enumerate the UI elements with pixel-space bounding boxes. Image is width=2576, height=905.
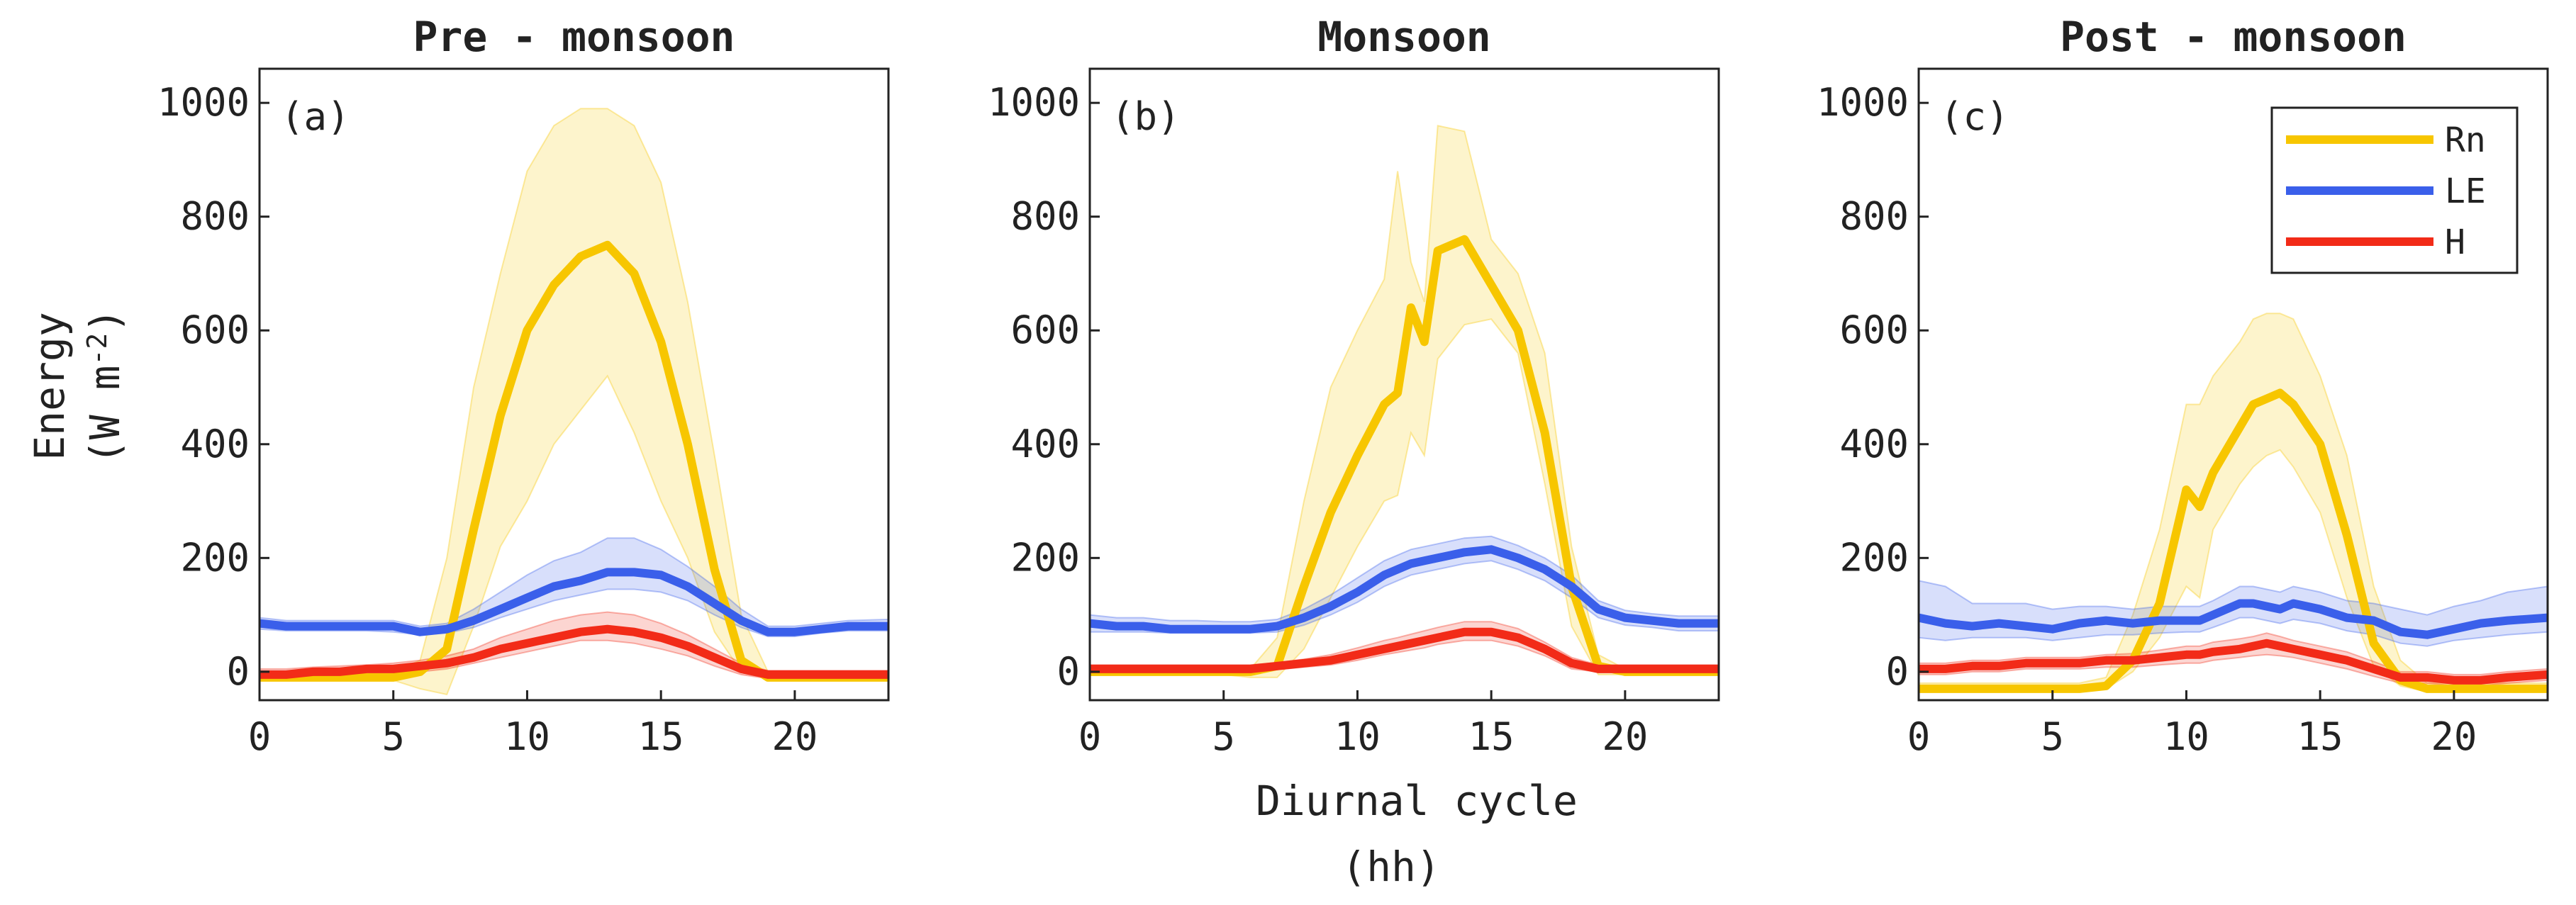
- y-tick-label: 0: [1056, 649, 1080, 694]
- legend-label-LE: LE: [2445, 172, 2486, 211]
- legend: Rn LE H: [2270, 106, 2519, 274]
- x-tick-label: 10: [504, 714, 550, 759]
- y-tick-label: 800: [1839, 194, 1909, 239]
- y-tick-label: 200: [180, 535, 250, 580]
- plot-area: [1919, 313, 2548, 693]
- y-tick-label: 0: [226, 649, 250, 694]
- y-tick-label: 800: [1010, 194, 1080, 239]
- panel-3: Post - monsoon 0 200 400 600 800 1000 0 5 10 15 20 (…: [1817, 13, 2549, 759]
- panel-label: (c): [1940, 94, 2009, 139]
- line-H: [260, 624, 888, 679]
- y-tick-label: 600: [1839, 308, 1909, 352]
- legend-label-Rn: Rn: [2445, 120, 2486, 160]
- x-axis-title: Diurnal cycle: [1256, 777, 1578, 825]
- line-H: [1090, 627, 1719, 673]
- line-LE: [260, 568, 888, 636]
- y-tick-label: 400: [1010, 422, 1080, 466]
- panel-label: (b): [1111, 94, 1181, 139]
- y-tick-label: 1000: [157, 80, 250, 125]
- x-tick-label: 5: [2041, 714, 2064, 759]
- line-Rn: [1919, 388, 2548, 693]
- x-tick-label: 5: [381, 714, 405, 759]
- plot-area: [260, 108, 888, 696]
- x-tick-label: 20: [1602, 714, 1648, 759]
- y-tick-label: 1000: [1817, 80, 1909, 125]
- y-tick-label: 600: [180, 308, 250, 352]
- y-tick-label: 200: [1010, 535, 1080, 580]
- y-tick-label: 400: [180, 422, 250, 466]
- x-tick-label: 0: [1078, 714, 1102, 759]
- x-tick-label: 15: [638, 714, 684, 759]
- y-tick-label: 1000: [988, 80, 1080, 125]
- band-Rn: [1919, 313, 2548, 692]
- band-Rn: [260, 108, 888, 696]
- x-axis-units: (hh): [1342, 843, 1441, 891]
- line-H: [1919, 639, 2548, 685]
- y-tick-label: 600: [1010, 308, 1080, 352]
- y-tick-label: 400: [1839, 422, 1909, 466]
- x-tick-label: 10: [2163, 714, 2209, 759]
- x-tick-label: 15: [2297, 714, 2343, 759]
- plot-frame: [1088, 67, 1720, 702]
- panel-2: Monsoon 0 200 400 600 800 1000 0 5 10 15 20 (b): [988, 13, 1720, 759]
- x-tick-label: 0: [248, 714, 272, 759]
- line-LE: [1919, 599, 2548, 639]
- panel-title: Post - monsoon: [2060, 13, 2407, 61]
- plot-area: [1090, 125, 1719, 678]
- plot-frame: [258, 67, 890, 702]
- y-axis-title: Energy: [26, 312, 74, 461]
- y-tick-label: 800: [180, 194, 250, 239]
- y-tick-label: 200: [1839, 535, 1909, 580]
- x-tick-label: 5: [1212, 714, 1235, 759]
- y-axis-units: (W m-2): [81, 308, 129, 464]
- line-LE: [1090, 545, 1719, 634]
- panel-title: Pre - monsoon: [413, 13, 735, 61]
- x-tick-label: 10: [1334, 714, 1381, 759]
- band-Rn: [1090, 125, 1719, 678]
- y-tick-label: 0: [1885, 649, 1909, 694]
- panel-label: (a): [281, 94, 350, 139]
- legend-label-H: H: [2445, 223, 2465, 262]
- x-tick-label: 15: [1468, 714, 1515, 759]
- panel-title: Monsoon: [1317, 13, 1490, 61]
- x-tick-label: 0: [1907, 714, 1931, 759]
- plot-frame: [1917, 67, 2549, 702]
- band-LE: [1919, 580, 2548, 647]
- x-tick-label: 20: [2431, 714, 2477, 759]
- x-tick-label: 20: [771, 714, 818, 759]
- panel-1: Pre - monsoon 0 200 400 600 800 1000 0 5 10 15 20 (a…: [157, 13, 890, 759]
